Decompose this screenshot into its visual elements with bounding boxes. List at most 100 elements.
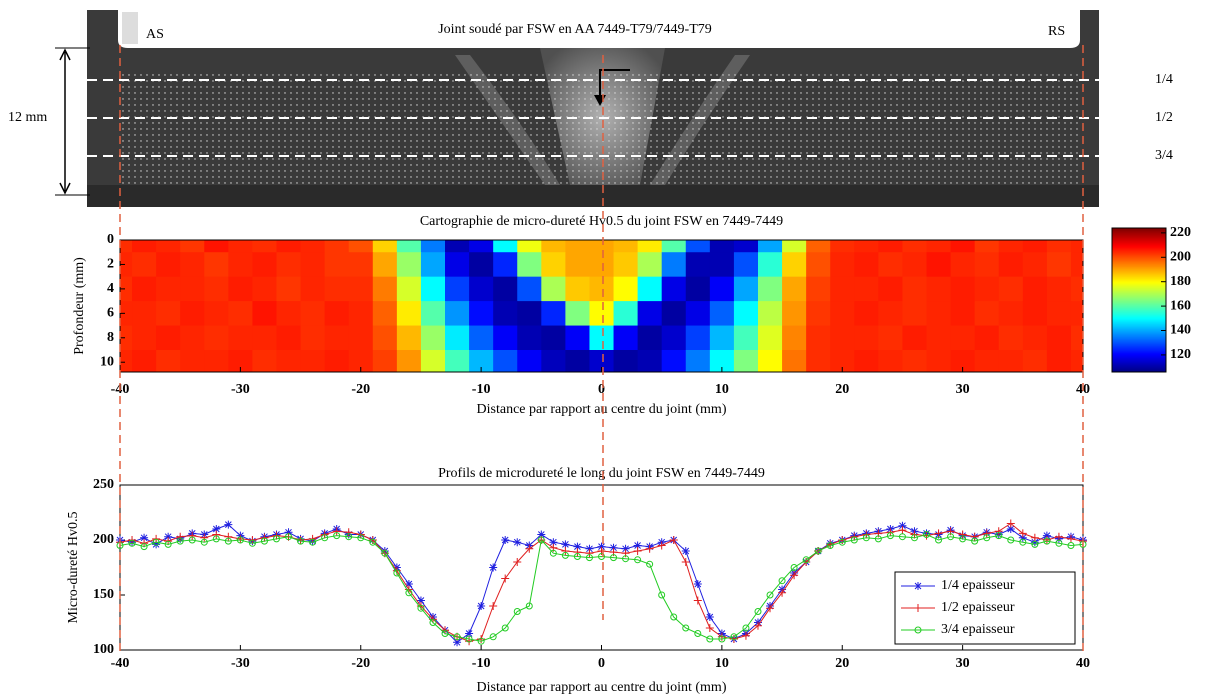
heat-cell (276, 350, 302, 373)
colorbar-segment (1112, 256, 1166, 259)
colorbar-segment (1112, 310, 1166, 313)
point (477, 637, 485, 645)
heat-cell (950, 301, 976, 327)
heat-cell (806, 325, 831, 351)
legend-marker (914, 604, 922, 612)
point (753, 621, 762, 630)
point (790, 571, 799, 580)
point (778, 588, 787, 597)
colorbar-segment (1112, 356, 1166, 359)
heat-cell (445, 301, 470, 327)
heat-cell (806, 276, 831, 302)
y-tick-label: 4 (107, 281, 114, 296)
point (1031, 540, 1039, 548)
heat-cell (565, 240, 590, 253)
point (248, 539, 256, 547)
heat-cell (372, 276, 398, 302)
point (1055, 539, 1063, 547)
point (597, 542, 606, 551)
heat-cell (132, 252, 157, 278)
point (609, 543, 618, 552)
heat-cell (854, 350, 879, 373)
weld-photo: Joint soudé par FSW en AA 7449-T79/7449-… (8, 10, 1173, 207)
y-axis-label: Profondeur (mm) (72, 257, 87, 355)
colorbar-segment (1112, 248, 1166, 251)
heat-cell (902, 252, 928, 278)
colorbar-segment (1112, 334, 1166, 337)
point (598, 553, 605, 560)
colorbar-segment (1112, 232, 1166, 235)
heat-cell (541, 252, 566, 278)
heat-cell (204, 276, 229, 302)
point (850, 536, 858, 544)
y-tick-label: 150 (93, 587, 114, 602)
heat-cell (132, 240, 157, 253)
colorbar-segment (1112, 276, 1166, 278)
point (188, 536, 196, 544)
line-label: 3/4 (1155, 148, 1173, 163)
y-tick-label: 10 (100, 354, 114, 369)
heat-cell (348, 325, 374, 351)
colorbar-segment (1112, 254, 1166, 257)
x-tick-label: 10 (715, 382, 729, 397)
point (1007, 536, 1015, 544)
x-axis-label: Distance par rapport au centre du joint … (477, 680, 727, 695)
colorbar-segment (1112, 249, 1166, 252)
heat-cell (204, 240, 229, 253)
colorbar-segment (1112, 231, 1166, 234)
heat-cell (974, 301, 1000, 327)
point (874, 535, 882, 543)
heat-cell (661, 252, 687, 278)
heat-cell (637, 276, 663, 302)
x-tick-label: 0 (598, 656, 605, 671)
y-axis-label: Micro-dureté Hv0.5 (66, 512, 81, 624)
x-tick-label: 20 (835, 656, 849, 671)
heat-cell (782, 240, 807, 253)
point (982, 529, 991, 538)
heat-cell (1046, 252, 1072, 278)
heat-cell (733, 325, 759, 351)
heat-cell (1022, 301, 1048, 327)
heat-cell (757, 350, 783, 373)
point (983, 534, 991, 542)
heat-cell (300, 276, 326, 302)
point (658, 591, 666, 599)
x-tick-label: 10 (715, 656, 729, 671)
heat-cell (878, 301, 903, 327)
legend-marker (914, 582, 922, 590)
point (525, 544, 534, 553)
heat-cell (420, 350, 446, 373)
heat-cell (637, 240, 663, 253)
heat-cell (420, 276, 446, 302)
colorbar-segment (1112, 266, 1166, 269)
colorbar-segment (1112, 253, 1166, 255)
heat-cell (998, 301, 1024, 327)
heat-cell (156, 325, 181, 351)
colorbar-segment (1112, 262, 1166, 265)
x-tick-label: -10 (472, 656, 491, 671)
point (561, 540, 570, 549)
series-line (119, 533, 1084, 642)
point (766, 591, 774, 599)
heat-cell (252, 301, 277, 327)
y-tick-label: 0 (107, 232, 114, 247)
heat-cell (589, 301, 615, 327)
point (802, 556, 810, 564)
heat-cell (517, 325, 542, 351)
colorbar-segment (1112, 272, 1166, 275)
heat-cell (493, 276, 518, 302)
heat-cell (180, 276, 205, 302)
heat-cell (830, 276, 855, 302)
heat-cell (276, 252, 302, 278)
colorbar-segment (1112, 337, 1166, 339)
heat-cell (998, 276, 1024, 302)
colorbar-segment (1112, 313, 1166, 315)
point (898, 526, 907, 535)
colorbar-segment (1112, 265, 1166, 267)
x-tick-label: 30 (956, 382, 970, 397)
heat-cell (348, 252, 374, 278)
point (537, 536, 545, 544)
colorbar-segment (1112, 282, 1166, 284)
colorbar-segment (1112, 307, 1166, 309)
point (585, 544, 594, 553)
